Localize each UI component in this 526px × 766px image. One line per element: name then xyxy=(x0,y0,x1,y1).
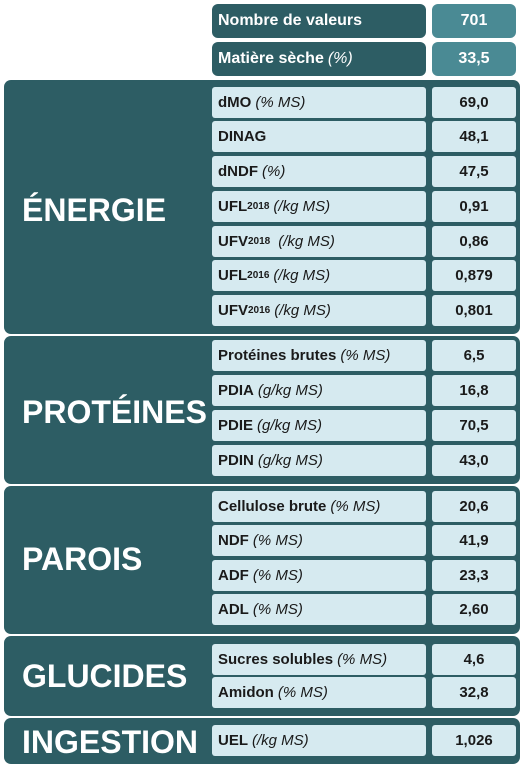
row-label: Cellulose brute (% MS) xyxy=(212,491,426,522)
section-title-ingestion: INGESTION xyxy=(22,724,199,760)
table-row: ADF (% MS) 23,3 xyxy=(208,560,516,591)
table-row: UFL 2018 (/kg MS) 0,91 xyxy=(208,191,516,222)
row-label: NDF (% MS) xyxy=(212,525,426,556)
row-value: 1,026 xyxy=(432,725,516,756)
table-row: UFV 2016 (/kg MS) 0,801 xyxy=(208,295,516,326)
table-row: ADL (% MS) 2,60 xyxy=(208,594,516,625)
dry-matter-name: Matière sèche xyxy=(218,50,324,67)
dry-matter-label: Matière sèche (%) xyxy=(212,42,426,76)
table-row: PDIN (g/kg MS) 43,0 xyxy=(208,445,516,476)
table-row: UFV 2018 (/kg MS) 0,86 xyxy=(208,226,516,257)
row-value: 69,0 xyxy=(432,87,516,118)
row-value: 23,3 xyxy=(432,560,516,591)
row-label: DINAG xyxy=(212,121,426,152)
row-label: PDIA (g/kg MS) xyxy=(212,375,426,406)
row-label: UFL 2018 (/kg MS) xyxy=(212,191,426,222)
table-row: dMO (% MS) 69,0 xyxy=(208,87,516,118)
table-row: PDIE (g/kg MS) 70,5 xyxy=(208,410,516,441)
table-row: Sucres solubles (% MS) 4,6 xyxy=(208,644,516,675)
row-value: 47,5 xyxy=(432,156,516,187)
row-label: Sucres solubles (% MS) xyxy=(212,644,426,675)
table-row: NDF (% MS) 41,9 xyxy=(208,525,516,556)
table-row: DINAG 48,1 xyxy=(208,121,516,152)
table-row: Cellulose brute (% MS) 20,6 xyxy=(208,491,516,522)
row-value: 0,86 xyxy=(432,226,516,257)
row-value: 32,8 xyxy=(432,677,516,708)
table-row: UEL (/kg MS) 1,026 xyxy=(208,725,516,756)
row-label: UFV 2016 (/kg MS) xyxy=(212,295,426,326)
row-label: dMO (% MS) xyxy=(212,87,426,118)
row-label: PDIN (g/kg MS) xyxy=(212,445,426,476)
row-label: Amidon (% MS) xyxy=(212,677,426,708)
count-label: Nombre de valeurs xyxy=(212,4,426,38)
row-value: 4,6 xyxy=(432,644,516,675)
row-label: dNDF (%) xyxy=(212,156,426,187)
table-row: Amidon (% MS) 32,8 xyxy=(208,677,516,708)
row-value: 41,9 xyxy=(432,525,516,556)
dry-matter-unit: (%) xyxy=(327,50,353,67)
dry-matter-value: 33,5 xyxy=(432,42,516,76)
table-row: Protéines brutes (% MS) 6,5 xyxy=(208,340,516,371)
row-value: 0,879 xyxy=(432,260,516,291)
row-value: 16,8 xyxy=(432,375,516,406)
row-label: ADL (% MS) xyxy=(212,594,426,625)
row-label: UFL 2016 (/kg MS) xyxy=(212,260,426,291)
row-value: 2,60 xyxy=(432,594,516,625)
row-value: 43,0 xyxy=(432,445,516,476)
table-row: UFL 2016 (/kg MS) 0,879 xyxy=(208,260,516,291)
section-title-glucides: GLUCIDES xyxy=(22,658,188,694)
row-label: Protéines brutes (% MS) xyxy=(212,340,426,371)
table-row: PDIA (g/kg MS) 16,8 xyxy=(208,375,516,406)
section-title-energie: ÉNERGIE xyxy=(22,192,167,228)
row-value: 0,91 xyxy=(432,191,516,222)
row-label: UEL (/kg MS) xyxy=(212,725,426,756)
table-row: dNDF (%) 47,5 xyxy=(208,156,516,187)
row-value: 6,5 xyxy=(432,340,516,371)
count-value: 701 xyxy=(432,4,516,38)
row-value: 70,5 xyxy=(432,410,516,441)
row-label: UFV 2018 (/kg MS) xyxy=(212,226,426,257)
row-value: 0,801 xyxy=(432,295,516,326)
row-value: 20,6 xyxy=(432,491,516,522)
row-value: 48,1 xyxy=(432,121,516,152)
row-label: PDIE (g/kg MS) xyxy=(212,410,426,441)
section-title-parois: PAROIS xyxy=(22,541,143,577)
row-label: ADF (% MS) xyxy=(212,560,426,591)
section-title-proteines: PROTÉINES xyxy=(22,394,207,430)
